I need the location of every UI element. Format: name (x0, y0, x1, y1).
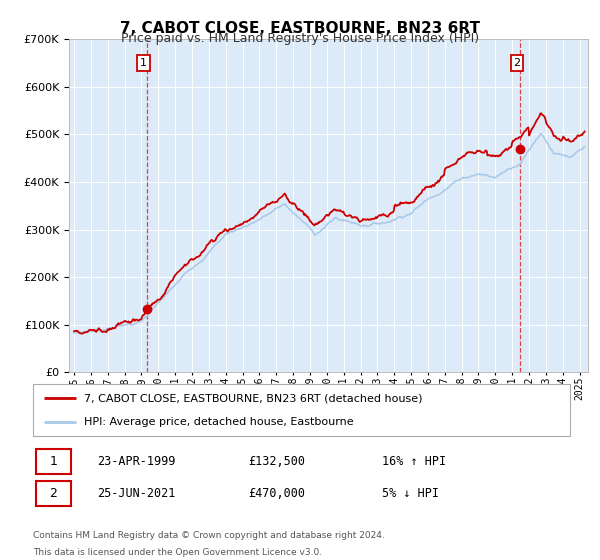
FancyBboxPatch shape (35, 449, 71, 474)
Text: 2: 2 (49, 487, 58, 500)
Text: This data is licensed under the Open Government Licence v3.0.: This data is licensed under the Open Gov… (33, 548, 322, 557)
Text: 25-JUN-2021: 25-JUN-2021 (97, 487, 176, 500)
Text: Price paid vs. HM Land Registry's House Price Index (HPI): Price paid vs. HM Land Registry's House … (121, 32, 479, 45)
Text: 23-APR-1999: 23-APR-1999 (97, 455, 176, 468)
Text: HPI: Average price, detached house, Eastbourne: HPI: Average price, detached house, East… (84, 417, 353, 427)
Text: Contains HM Land Registry data © Crown copyright and database right 2024.: Contains HM Land Registry data © Crown c… (33, 531, 385, 540)
Text: £470,000: £470,000 (248, 487, 305, 500)
FancyBboxPatch shape (35, 481, 71, 506)
FancyBboxPatch shape (33, 384, 570, 436)
Text: 16% ↑ HPI: 16% ↑ HPI (382, 455, 446, 468)
Text: 1: 1 (140, 58, 147, 68)
Text: 7, CABOT CLOSE, EASTBOURNE, BN23 6RT (detached house): 7, CABOT CLOSE, EASTBOURNE, BN23 6RT (de… (84, 393, 422, 403)
Text: 2: 2 (514, 58, 520, 68)
Text: 7, CABOT CLOSE, EASTBOURNE, BN23 6RT: 7, CABOT CLOSE, EASTBOURNE, BN23 6RT (120, 21, 480, 36)
Text: 5% ↓ HPI: 5% ↓ HPI (382, 487, 439, 500)
Text: £132,500: £132,500 (248, 455, 305, 468)
Text: 1: 1 (49, 455, 58, 468)
